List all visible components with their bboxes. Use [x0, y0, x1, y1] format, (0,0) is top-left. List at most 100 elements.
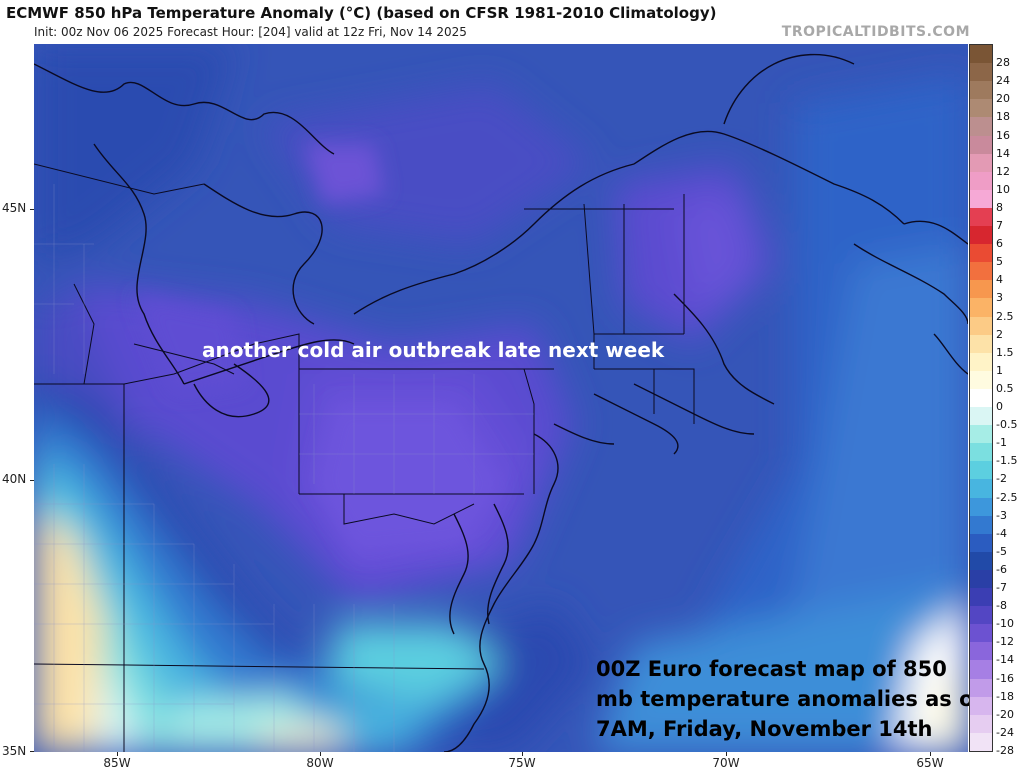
state-borders	[34, 163, 695, 752]
legend-swatch	[970, 189, 992, 209]
legend-swatch	[970, 244, 992, 263]
legend-swatch	[970, 316, 992, 336]
legend-swatch	[970, 388, 992, 408]
legend-label: 2	[996, 327, 1003, 341]
legend-swatch	[970, 407, 992, 426]
lat-label-35n: 35N	[2, 744, 27, 758]
legend-swatch	[970, 334, 992, 354]
map-title: ECMWF 850 hPa Temperature Anomaly (°C) (…	[6, 4, 717, 22]
legend-swatch	[970, 226, 992, 245]
legend-label: 16	[996, 128, 1010, 142]
legend-swatch	[970, 81, 992, 100]
legend-swatch	[970, 262, 992, 281]
color-scale-legend	[969, 44, 993, 752]
legend-swatch	[970, 298, 992, 318]
legend-label: 8	[996, 200, 1003, 214]
anomaly-field	[34, 44, 968, 752]
legend-swatch	[970, 207, 992, 227]
lon-tick-75w	[522, 752, 523, 756]
legend-swatch	[970, 135, 992, 155]
legend-label: 28	[996, 56, 1010, 70]
legend-swatch	[970, 443, 992, 462]
legend-swatch	[970, 497, 992, 517]
lat-label-40n: 40N	[2, 472, 27, 486]
legend-swatch	[970, 714, 992, 734]
coastlines	[34, 53, 968, 752]
legend-swatch	[970, 660, 992, 680]
headline-annotation: another cold air outbreak late next week	[202, 338, 665, 362]
lon-tick-65w	[930, 752, 931, 756]
caption-line-3: 7AM, Friday, November 14th	[596, 717, 933, 741]
forecast-caption: 00Z Euro forecast map of 850 mb temperat…	[596, 654, 983, 744]
lat-label-45n: 45N	[2, 201, 27, 215]
legend-label: 2.5	[996, 309, 1014, 323]
legend-label: -4	[996, 526, 1007, 540]
legend-swatch	[970, 732, 992, 752]
lon-tick-80w	[320, 752, 321, 756]
legend-swatch	[970, 63, 992, 82]
legend-swatch	[970, 352, 992, 372]
legend-label: 12	[996, 164, 1010, 178]
legend-label: 14	[996, 146, 1010, 160]
lat-tick-40n	[30, 480, 34, 481]
lon-label-80w: 80W	[306, 756, 334, 770]
map-canvas	[34, 44, 968, 752]
legend-swatch	[970, 171, 992, 191]
legend-label: 24	[996, 74, 1010, 88]
legend-label: -3	[996, 508, 1007, 522]
legend-swatch	[970, 696, 992, 716]
temperature-anomaly-map	[34, 44, 968, 752]
legend-label: 5	[996, 255, 1003, 269]
legend-swatch	[970, 515, 992, 535]
legend-label: -0.5	[996, 418, 1018, 432]
legend-swatch	[970, 425, 992, 444]
legend-swatch	[970, 606, 992, 625]
legend-label: 10	[996, 182, 1010, 196]
legend-swatch	[970, 533, 992, 553]
lon-label-70w: 70W	[712, 756, 740, 770]
legend-label: 1.5	[996, 345, 1014, 359]
legend-label: -20	[996, 707, 1014, 721]
legend-label: -7	[996, 581, 1007, 595]
lon-tick-85w	[117, 752, 118, 756]
caption-line-1: 00Z Euro forecast map of 850	[596, 657, 947, 681]
legend-label: -12	[996, 635, 1014, 649]
site-credit: TROPICALTIDBITS.COM	[781, 24, 970, 40]
legend-swatch	[970, 551, 992, 571]
county-lines	[34, 184, 534, 752]
legend-label: 20	[996, 92, 1010, 106]
legend-swatch	[970, 479, 992, 499]
legend-label: 7	[996, 219, 1003, 233]
legend-label: -2.5	[996, 490, 1018, 504]
legend-label: 6	[996, 237, 1003, 251]
legend-swatch	[970, 153, 992, 173]
caption-line-2: mb temperature anomalies as of	[596, 687, 983, 711]
legend-label: 18	[996, 110, 1010, 124]
legend-label: -2	[996, 472, 1007, 486]
legend-swatch	[970, 678, 992, 698]
lat-tick-45n	[30, 209, 34, 210]
legend-label: -24	[996, 725, 1014, 739]
legend-swatch	[970, 117, 992, 136]
forecast-info: Init: 00z Nov 06 2025 Forecast Hour: [20…	[34, 25, 467, 39]
lat-tick-35n	[30, 751, 34, 752]
legend-swatch	[970, 624, 992, 643]
legend-swatch	[970, 280, 992, 299]
legend-label: -18	[996, 689, 1014, 703]
legend-label: 4	[996, 273, 1003, 287]
legend-label: 0	[996, 400, 1003, 414]
legend-label: -16	[996, 671, 1014, 685]
legend-swatch	[970, 642, 992, 661]
legend-label: -1	[996, 436, 1007, 450]
legend-label: -10	[996, 617, 1014, 631]
legend-swatch	[970, 45, 992, 64]
legend-label: 1	[996, 363, 1003, 377]
legend-label: -8	[996, 599, 1007, 613]
lon-label-85w: 85W	[103, 756, 131, 770]
anomaly-field-detail	[134, 144, 504, 554]
legend-label: 3	[996, 291, 1003, 305]
legend-swatch	[970, 461, 992, 480]
legend-label: -1.5	[996, 454, 1018, 468]
lon-tick-70w	[726, 752, 727, 756]
legend-swatch	[970, 99, 992, 118]
